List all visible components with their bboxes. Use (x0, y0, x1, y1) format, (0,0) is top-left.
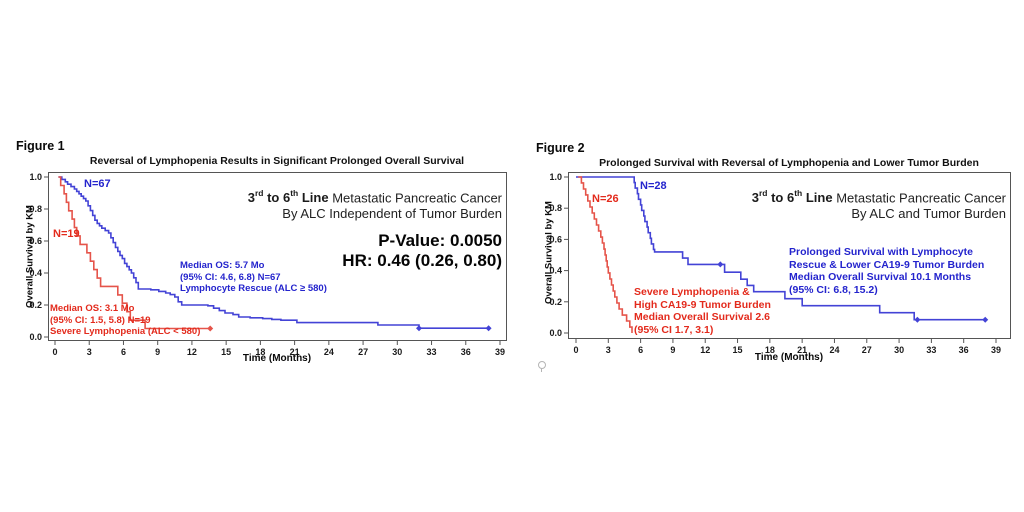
x-tick-label: 12 (187, 347, 197, 357)
x-tick-label: 33 (926, 345, 936, 355)
figure2-headline-line2: By ALC and Tumor Burden (851, 205, 1006, 221)
figure1-statistics: P-Value: 0.0050 HR: 0.46 (0.26, 0.80) (270, 231, 502, 270)
x-tick-label: 39 (991, 345, 1001, 355)
figure2-y-axis-label: Overall Survival by KM (543, 201, 555, 304)
y-tick-label: 0.8 (549, 203, 562, 213)
figure2-n-lymphopenia-label: N=26 (592, 193, 619, 205)
y-tick-label: 1.0 (549, 172, 562, 182)
y-tick-label: 0.4 (29, 268, 42, 278)
y-tick-label: 0.4 (549, 266, 562, 276)
figure1-study-headline: 3rd to 6th Line Metastatic Pancreatic Ca… (230, 187, 502, 221)
x-tick-label: 24 (829, 345, 839, 355)
x-tick-label: 3 (606, 345, 611, 355)
figure2-km-plot: 0 3 6 9 12 15 18 21 24 27 30 33 36 390.00.20.40.60.81… (549, 172, 1011, 355)
figure1-x-axis-label: Time (Months) (242, 353, 312, 364)
figure2-x-axis-label: Time (Months) (754, 352, 824, 363)
figure1-headline-line2: By ALC Independent of Tumor Burden (282, 205, 502, 221)
y-tick-label: 0.6 (549, 234, 562, 244)
figure1-headline-line1: 3rd to 6th Line Metastatic Pancreatic Ca… (247, 188, 502, 206)
figure1-y-axis-label: Overall Survival by KM (24, 205, 36, 308)
x-tick-label: 9 (670, 345, 675, 355)
x-tick-label: 39 (495, 347, 505, 357)
figure1-n-lymphopenia-label: N=19 (53, 228, 80, 240)
censor-mark (717, 261, 724, 268)
x-tick-label: 3 (87, 347, 92, 357)
figure1-rescue-annotation: Median OS: 5.7 Mo (95% CI: 4.6, 6.8) N=6… (180, 260, 327, 294)
figure2-lymphopenia-annotation: Severe Lymphopenia & High CA19-9 Tumor B… (634, 286, 771, 336)
watermark-pin-icon (538, 361, 546, 372)
x-tick-label: 36 (959, 345, 969, 355)
figure1-title: Reversal of Lymphopenia Results in Signi… (89, 155, 465, 167)
x-tick-label: 0 (52, 347, 57, 357)
y-tick-label: 0.2 (29, 300, 42, 310)
y-tick-label: 0.2 (549, 297, 562, 307)
x-tick-label: 24 (324, 347, 334, 357)
x-tick-label: 9 (155, 347, 160, 357)
x-tick-label: 27 (862, 345, 872, 355)
y-tick-label: 0.0 (549, 328, 562, 338)
figure1-lymphopenia-annotation: Median OS: 3.1 Mo (95% CI: 1.5, 5.8) N=1… (50, 303, 201, 337)
censor-mark (207, 325, 214, 332)
x-tick-label: 21 (797, 345, 807, 355)
km-curve-rescue-lower-ca19-9 (576, 176, 986, 321)
x-tick-label: 18 (765, 345, 775, 355)
hazard-ratio-text: HR: 0.46 (0.26, 0.80) (342, 250, 502, 270)
figure2-title: Prolonged Survival with Reversal of Lymp… (599, 157, 979, 169)
x-tick-label: 27 (358, 347, 368, 357)
figure2-study-headline: 3rd to 6th Line Metastatic Pancreatic Ca… (700, 187, 1006, 221)
x-tick-label: 15 (733, 345, 743, 355)
x-tick-label: 6 (638, 345, 643, 355)
figure2-headline-line1: 3rd to 6th Line Metastatic Pancreatic Ca… (751, 188, 1006, 206)
x-tick-label: 15 (221, 347, 231, 357)
x-tick-label: 0 (573, 345, 578, 355)
y-tick-label: 0.6 (29, 236, 42, 246)
figure1-n-rescue-label: N=67 (84, 178, 111, 190)
censor-mark (982, 316, 989, 323)
x-tick-label: 30 (392, 347, 402, 357)
censor-mark (415, 325, 422, 332)
figure2-n-rescue-label: N=28 (640, 180, 667, 192)
x-tick-label: 30 (894, 345, 904, 355)
plot-frame (48, 172, 507, 341)
y-tick-label: 0.0 (29, 332, 42, 342)
x-tick-label: 12 (700, 345, 710, 355)
x-tick-label: 36 (461, 347, 471, 357)
y-tick-label: 0.8 (29, 204, 42, 214)
km-curve-severe-lymphopenia-high-ca19-9 (578, 176, 633, 333)
x-tick-label: 6 (121, 347, 126, 357)
figure2-rescue-annotation: Prolonged Survival with Lymphocyte Rescu… (789, 246, 985, 296)
censor-mark (914, 316, 921, 323)
figure2-label: Figure 2 (536, 141, 585, 155)
x-tick-label: 33 (427, 347, 437, 357)
figure1-km-plot: 0 3 6 9 12 15 18 21 24 27 30 33 36 390.00.20.40.60.81… (29, 172, 507, 357)
plot-frame (568, 172, 1011, 339)
x-tick-label: 21 (290, 347, 300, 357)
p-value-text: P-Value: 0.0050 (378, 231, 502, 250)
y-tick-label: 1.0 (29, 172, 42, 182)
figure1-label: Figure 1 (16, 139, 65, 153)
x-tick-label: 18 (255, 347, 265, 357)
censor-mark (485, 325, 492, 332)
km-curve-lymphocyte-rescue (58, 176, 489, 329)
km-curve-severe-lymphopenia (58, 176, 211, 330)
